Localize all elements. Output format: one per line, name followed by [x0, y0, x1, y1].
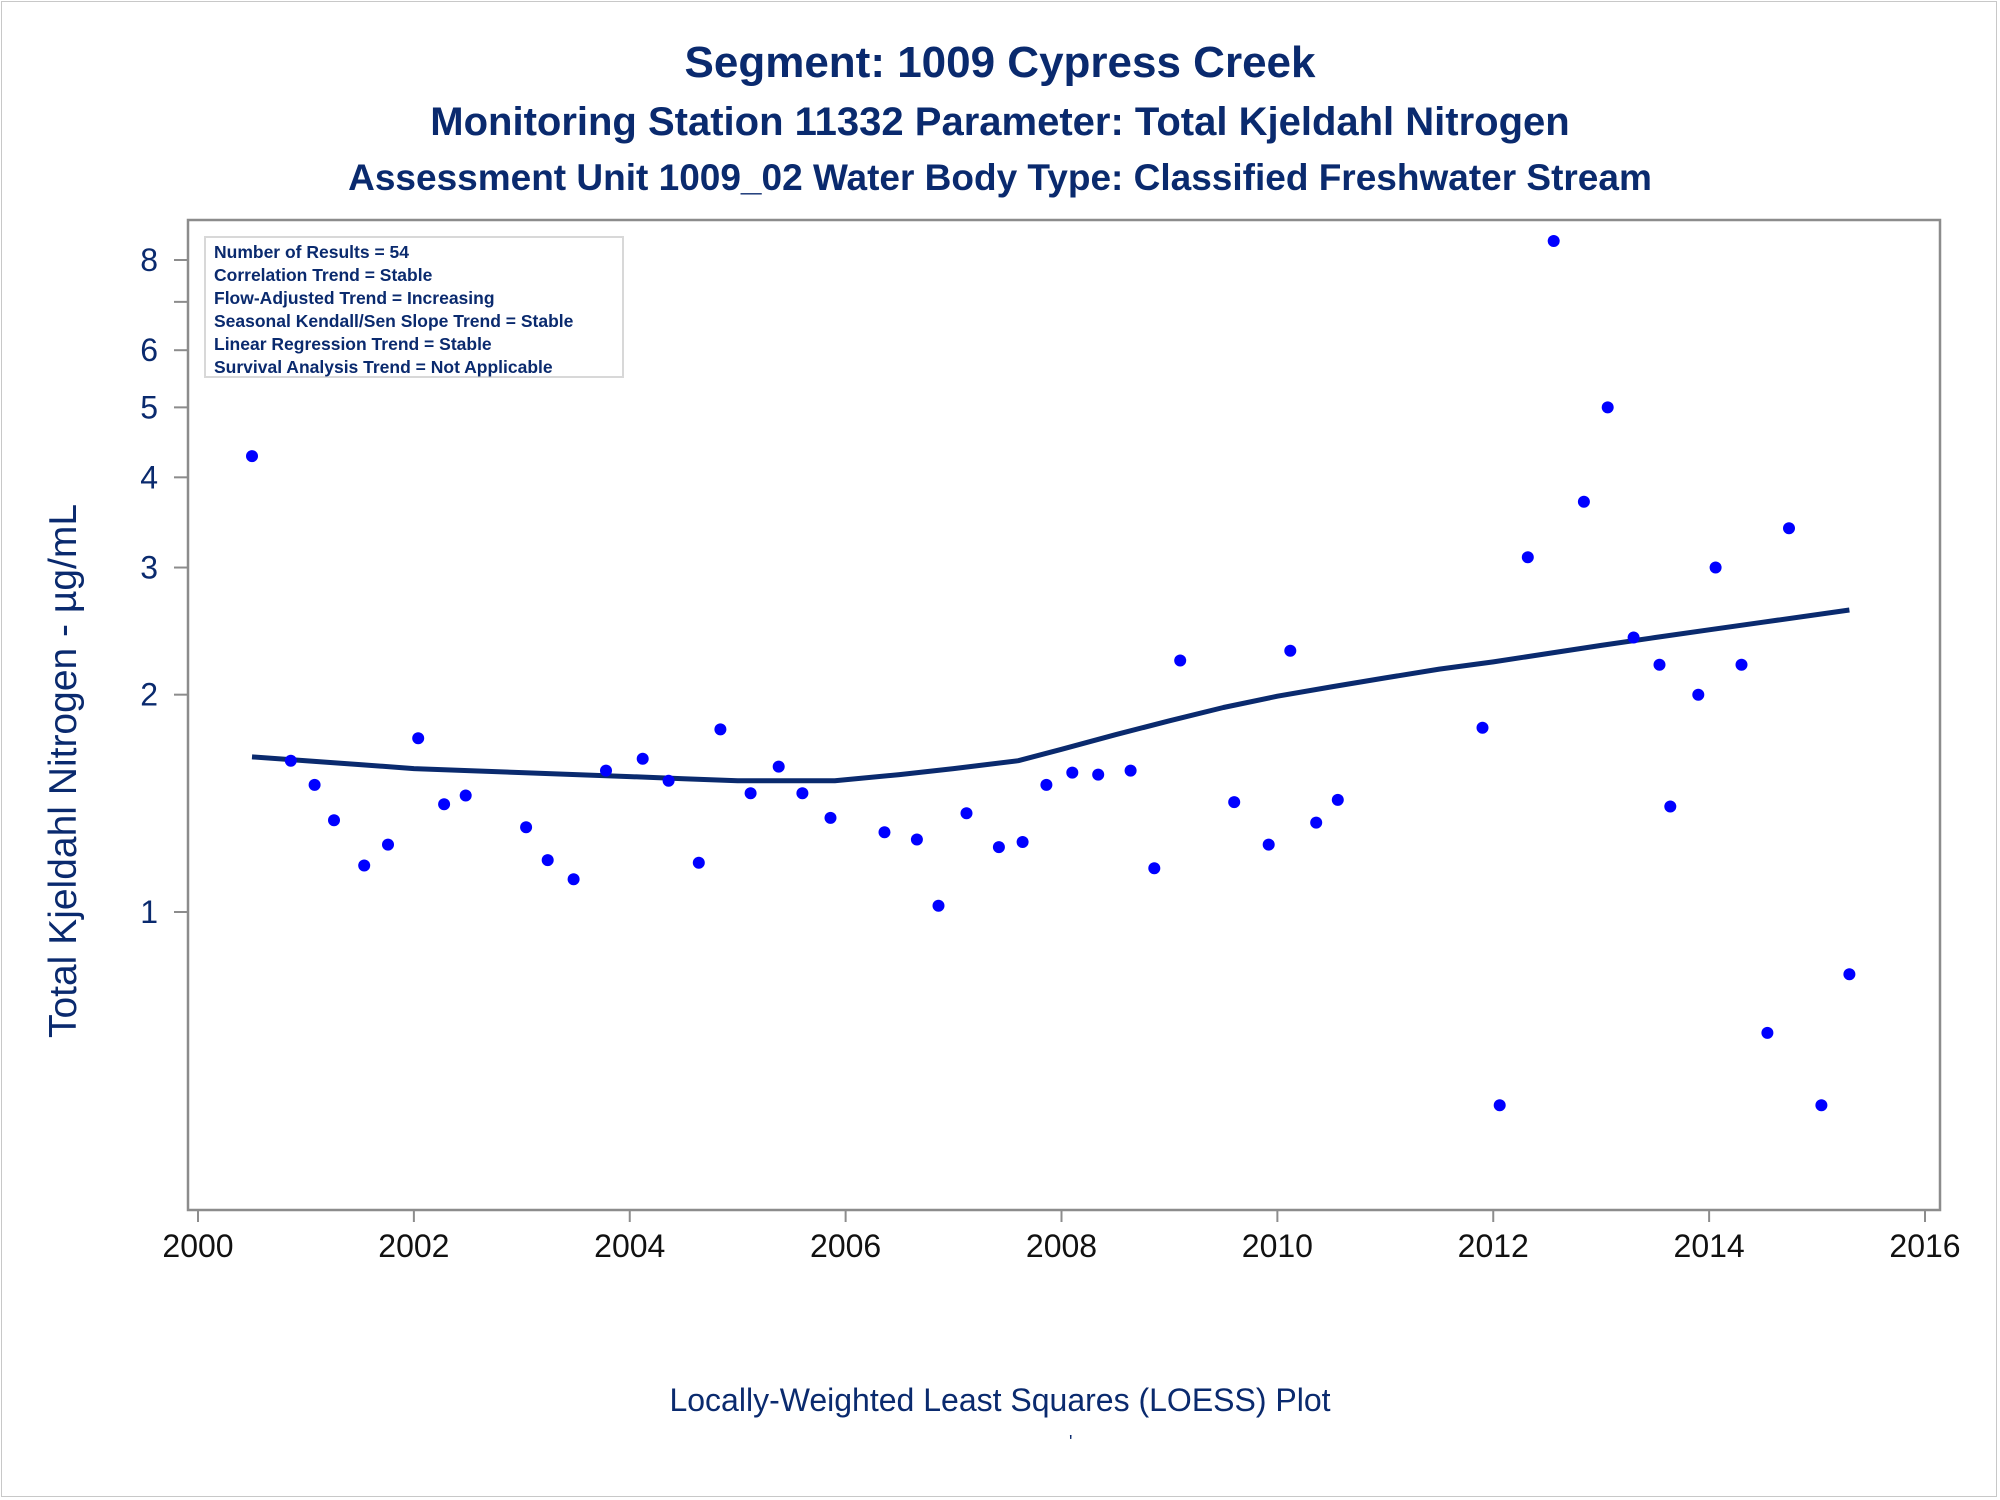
data-point: [1709, 561, 1722, 574]
stat-survival-analysis-trend: Survival Analysis Trend = Not Applicable: [214, 357, 553, 377]
data-point: [714, 723, 727, 736]
x-tick-label: 2010: [1242, 1228, 1313, 1264]
data-point: [1476, 721, 1489, 734]
data-point: [878, 826, 891, 839]
stat-number-of-results: Number of Results = 54: [214, 242, 409, 262]
data-point: [1092, 768, 1105, 781]
x-tick-label: 2008: [1026, 1228, 1097, 1264]
data-point: [1331, 793, 1344, 806]
y-tick-label: 6: [140, 332, 158, 368]
data-point: [1601, 401, 1614, 414]
chart-title: Segment: 1009 Cypress Creek: [684, 38, 1316, 87]
x-tick-label: 2012: [1458, 1228, 1529, 1264]
data-point: [328, 814, 340, 827]
data-point: [1815, 1099, 1828, 1112]
data-point: [1521, 551, 1534, 564]
data-point: [1761, 1026, 1774, 1039]
data-point: [1016, 836, 1029, 848]
data-point: [308, 778, 321, 791]
data-point: [567, 873, 580, 886]
data-point: [382, 838, 394, 851]
data-point: [1066, 766, 1079, 779]
data-point: [1577, 495, 1590, 508]
stat-linear-regression-trend: Linear Regression Trend = Stable: [214, 334, 492, 354]
data-point: [1148, 862, 1161, 875]
data-point: [932, 899, 945, 912]
data-point: [246, 450, 258, 463]
x-tick-label: 2004: [594, 1228, 665, 1264]
data-point: [438, 798, 451, 811]
data-point: [1735, 658, 1748, 671]
data-point: [796, 787, 809, 800]
data-point: [910, 833, 923, 846]
data-point: [1228, 796, 1241, 809]
data-point: [662, 774, 675, 787]
data-point: [636, 752, 649, 765]
x-tick-label: 2014: [1674, 1228, 1745, 1264]
data-point: [772, 760, 785, 773]
chart-subtitle-assessment: Assessment Unit 1009_02 Water Body Type:…: [348, 157, 1652, 198]
data-point: [541, 854, 554, 867]
y-tick-label: 3: [140, 550, 158, 586]
data-point: [1040, 778, 1053, 791]
data-point: [520, 821, 533, 834]
x-axis-label: Locally-Weighted Least Squares (LOESS) P…: [669, 1382, 1331, 1418]
data-point: [1664, 800, 1677, 813]
x-tick-label: 2000: [162, 1228, 233, 1264]
data-point: [1692, 688, 1705, 701]
y-tick-label: 1: [140, 894, 158, 930]
data-point: [744, 787, 757, 800]
y-tick-label: 4: [140, 459, 158, 495]
data-point: [1124, 764, 1137, 777]
chart-subtitle-station: Monitoring Station 11332 Parameter: Tota…: [430, 100, 1570, 144]
data-point: [1493, 1099, 1506, 1112]
stat-seasonal-kendall-trend: Seasonal Kendall/Sen Slope Trend = Stabl…: [214, 311, 574, 331]
data-point: [1547, 235, 1560, 247]
data-point: [412, 732, 425, 745]
data-point: [1174, 654, 1187, 667]
data-point: [600, 764, 612, 777]
y-tick-label: 8: [140, 242, 158, 278]
data-point: [692, 856, 705, 869]
trend-stats-box: Number of Results = 54 Correlation Trend…: [204, 236, 624, 378]
data-point: [1310, 816, 1323, 829]
data-point: [459, 789, 472, 802]
x-tick-label: 2002: [378, 1228, 449, 1264]
y-tick-label: 5: [140, 389, 158, 425]
y-tick-label: 2: [140, 677, 158, 713]
data-point: [992, 841, 1005, 854]
data-point: [358, 859, 371, 872]
data-point: [1284, 644, 1297, 657]
x-tick-label: 2006: [810, 1228, 881, 1264]
data-point: [960, 807, 973, 820]
loess-line: [251, 607, 1850, 784]
data-point: [284, 754, 297, 767]
data-point: [1627, 631, 1640, 644]
data-point: [1653, 658, 1666, 671]
stat-flow-adjusted-trend: Flow-Adjusted Trend = Increasing: [214, 288, 495, 308]
plot-area-border: [186, 218, 1942, 1212]
data-point: [1262, 838, 1275, 851]
y-axis-label: Total Kjeldahl Nitrogen - µg/mL: [42, 503, 85, 1039]
footer-mark: ': [1069, 1432, 1073, 1452]
data-point: [1783, 522, 1795, 535]
data-point: [824, 811, 837, 824]
x-tick-label: 2016: [1889, 1228, 1960, 1264]
stat-correlation-trend: Correlation Trend = Stable: [214, 265, 433, 285]
data-point: [1843, 968, 1856, 981]
